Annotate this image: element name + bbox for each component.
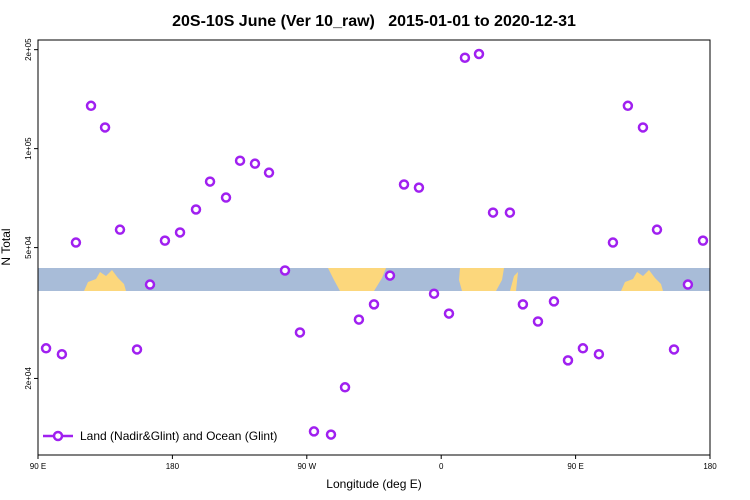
- y-tick-label: 5e+04: [24, 236, 33, 259]
- point: [56, 348, 68, 360]
- point: [294, 327, 306, 338]
- point: [234, 155, 246, 166]
- y-tick-label: 2e+05: [24, 38, 33, 61]
- x-tick-label: 180: [703, 462, 717, 471]
- point: [504, 207, 516, 218]
- point: [40, 343, 52, 354]
- point: [114, 224, 126, 235]
- point: [325, 429, 337, 440]
- point: [174, 227, 186, 238]
- point: [384, 270, 396, 281]
- point: [308, 426, 320, 437]
- point: [220, 192, 232, 203]
- map-strip: [38, 268, 710, 291]
- point: [398, 179, 410, 190]
- point: [459, 52, 471, 63]
- point: [99, 122, 111, 133]
- point: [562, 355, 574, 366]
- point: [517, 299, 529, 310]
- point: [353, 314, 365, 325]
- y-tick-label: 1e+05: [24, 137, 33, 160]
- point: [263, 167, 275, 178]
- x-tick-label: 90 E: [30, 462, 46, 471]
- point: [70, 237, 82, 248]
- legend-marker: [52, 430, 64, 442]
- point: [622, 100, 634, 112]
- point: [368, 299, 380, 310]
- point: [651, 224, 663, 235]
- point: [668, 344, 680, 355]
- point: [131, 344, 143, 355]
- point: [159, 235, 171, 246]
- point: [637, 122, 649, 133]
- x-tick-label: 180: [166, 462, 180, 471]
- chart-title: 20S-10S June (Ver 10_raw) 2015-01-01 to …: [172, 13, 576, 30]
- point: [607, 237, 619, 248]
- point: [249, 158, 261, 169]
- y-tick-label: 2e+04: [24, 367, 33, 390]
- plot-frame: [37, 39, 711, 456]
- x-tick-label: 0: [439, 462, 444, 471]
- x-axis-label: Longitude (deg E): [326, 477, 421, 491]
- point: [204, 176, 216, 187]
- legend-label: Land (Nadir&Glint) and Ocean (Glint): [80, 429, 277, 443]
- x-tick-label: 90 W: [297, 462, 316, 471]
- point: [85, 100, 97, 112]
- point: [473, 48, 485, 60]
- point: [532, 316, 544, 327]
- point: [428, 288, 440, 299]
- point: [577, 343, 589, 354]
- y-axis-label: N Total: [0, 228, 13, 265]
- point: [548, 296, 560, 307]
- point: [593, 348, 605, 360]
- point: [144, 279, 156, 290]
- point: [487, 207, 499, 218]
- point: [190, 204, 202, 215]
- point: [413, 182, 425, 193]
- x-tick-label: 90 E: [567, 462, 583, 471]
- point: [279, 265, 291, 276]
- point: [697, 235, 709, 246]
- point: [682, 279, 694, 290]
- point: [443, 308, 455, 319]
- point: [339, 382, 351, 393]
